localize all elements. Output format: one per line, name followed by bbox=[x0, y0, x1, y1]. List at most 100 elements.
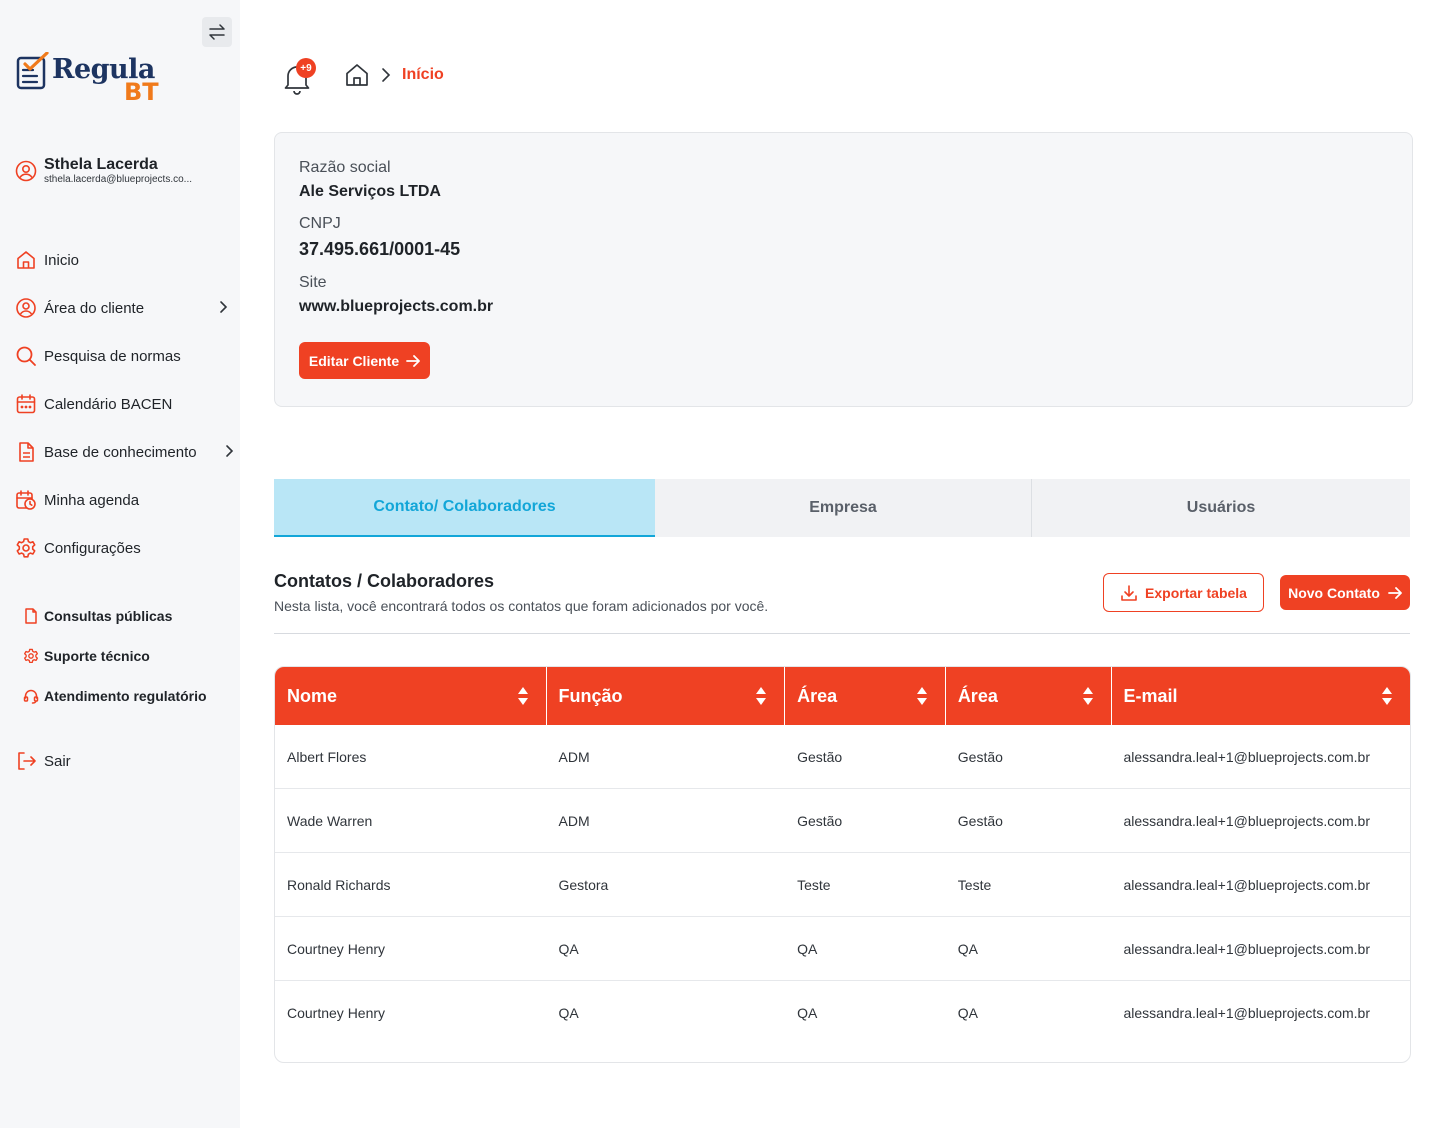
home-icon[interactable] bbox=[344, 62, 370, 88]
link-suporte-tecnico[interactable]: Suporte técnico bbox=[23, 636, 207, 676]
new-contact-button[interactable]: Novo Contato bbox=[1280, 575, 1410, 610]
cell-area-2: QA bbox=[957, 1005, 979, 1021]
cell-funcao: ADM bbox=[558, 812, 590, 829]
table-row[interactable]: Albert Flores ADM Gestão Gestão alessand… bbox=[275, 725, 1410, 789]
razao-social-value: Ale Serviços LTDA bbox=[299, 183, 441, 200]
cell-nome: Wade Warren bbox=[287, 812, 373, 829]
link-label: Suporte técnico bbox=[44, 648, 150, 664]
sort-icon bbox=[1382, 687, 1392, 705]
chevron-right-icon bbox=[226, 445, 234, 457]
section-subtitle: Nesta lista, você encontrará todos os co… bbox=[274, 598, 769, 614]
breadcrumb-current: Início bbox=[402, 66, 444, 83]
cell-nome: Courtney Henry bbox=[287, 940, 386, 957]
site-label: Site bbox=[299, 274, 327, 291]
document-icon bbox=[15, 441, 37, 463]
column-label: E-mail bbox=[1123, 685, 1178, 706]
brand-logo[interactable]: Regula BT bbox=[16, 50, 166, 106]
arrow-right-icon bbox=[406, 354, 421, 367]
link-atendimento-regulatorio[interactable]: Atendimento regulatório bbox=[23, 676, 207, 716]
edit-client-button[interactable]: Editar Cliente bbox=[299, 342, 430, 379]
arrow-right-icon bbox=[1387, 586, 1402, 599]
gear-icon bbox=[15, 537, 37, 559]
cell-area-2: Gestão bbox=[957, 812, 1003, 829]
user-email: sthela.lacerda@blueprojects.co... bbox=[44, 174, 193, 185]
link-label: Atendimento regulatório bbox=[44, 688, 207, 704]
tab-usuarios[interactable]: Usuários bbox=[1032, 479, 1410, 537]
tab-contatos[interactable]: Contato/ Colaboradores bbox=[274, 479, 655, 537]
logout-icon bbox=[15, 750, 37, 772]
sort-icon bbox=[1082, 687, 1093, 705]
cell-area: QA bbox=[797, 1005, 818, 1021]
chevron-right-icon bbox=[382, 68, 391, 82]
cell-nome: Courtney Henry bbox=[287, 1005, 386, 1021]
sidebar-item-base-conhecimento[interactable]: Base de conhecimento bbox=[15, 428, 234, 476]
tab-empresa[interactable]: Empresa bbox=[655, 479, 1032, 537]
sidebar-item-minha-agenda[interactable]: Minha agenda bbox=[15, 476, 230, 524]
column-header-area-2[interactable]: Área bbox=[946, 667, 1112, 725]
sort-icon bbox=[916, 687, 927, 705]
new-contact-label: Novo Contato bbox=[1288, 584, 1380, 601]
notifications-button[interactable]: +9 bbox=[282, 58, 316, 95]
calendar-icon bbox=[15, 393, 37, 415]
search-icon bbox=[15, 345, 37, 367]
swap-arrows-icon bbox=[209, 24, 225, 40]
sidebar-item-pesquisa[interactable]: Pesquisa de normas bbox=[15, 332, 230, 380]
tab-bar: Contato/ Colaboradores Empresa Usuários bbox=[274, 479, 1410, 537]
sidebar-item-inicio[interactable]: Inicio bbox=[15, 236, 230, 284]
cell-area-2: QA bbox=[957, 940, 979, 957]
cell-email: alessandra.leal+1@blueprojects.com.br bbox=[1123, 876, 1370, 893]
user-circle-icon bbox=[15, 160, 37, 182]
link-consultas-publicas[interactable]: Consultas públicas bbox=[23, 596, 207, 636]
logout-button[interactable]: Sair bbox=[15, 748, 71, 774]
user-circle-icon bbox=[15, 297, 37, 319]
sidebar-toggle-button[interactable] bbox=[202, 17, 232, 47]
sidebar: Regula BT Sthela Lacerda sthela.lacerda@… bbox=[0, 0, 240, 1128]
user-profile[interactable]: Sthela Lacerda sthela.lacerda@blueprojec… bbox=[15, 156, 192, 186]
column-header-area[interactable]: Área bbox=[785, 667, 946, 725]
sidebar-item-configuracoes[interactable]: Configurações bbox=[15, 524, 230, 572]
section-title: Contatos / Colaboradores bbox=[274, 571, 495, 591]
sort-icon bbox=[517, 687, 528, 705]
gear-icon bbox=[23, 648, 39, 664]
sort-icon bbox=[756, 687, 767, 705]
cell-area: Gestão bbox=[797, 748, 843, 765]
table-row[interactable]: Courtney Henry QA QA QA alessandra.leal+… bbox=[275, 917, 1410, 981]
sidebar-item-label: Base de conhecimento bbox=[44, 443, 197, 461]
column-header-funcao[interactable]: Função bbox=[547, 667, 786, 725]
cell-area-2: Gestão bbox=[957, 748, 1003, 765]
column-label: Função bbox=[558, 685, 623, 706]
sidebar-item-calendario[interactable]: Calendário BACEN bbox=[15, 380, 230, 428]
download-icon bbox=[1121, 584, 1137, 601]
breadcrumb: Início bbox=[344, 62, 444, 88]
calendar-clock-icon bbox=[15, 489, 37, 511]
sidebar-item-label: Minha agenda bbox=[44, 491, 140, 509]
table-row[interactable]: Courtney Henry QA QA QA alessandra.leal+… bbox=[275, 981, 1410, 1045]
cell-nome: Albert Flores bbox=[287, 748, 367, 765]
cell-email: alessandra.leal+1@blueprojects.com.br bbox=[1123, 812, 1370, 829]
cell-email: alessandra.leal+1@blueprojects.com.br bbox=[1123, 940, 1370, 957]
cnpj-label: CNPJ bbox=[299, 215, 341, 232]
column-header-email[interactable]: E-mail bbox=[1112, 667, 1410, 725]
sidebar-item-label: Calendário BACEN bbox=[44, 395, 173, 413]
brand-name: Regula bbox=[52, 54, 155, 85]
table-row[interactable]: Ronald Richards Gestora Teste Teste ales… bbox=[275, 853, 1410, 917]
cnpj-value: 37.495.661/0001-45 bbox=[299, 239, 461, 259]
cell-nome: Ronald Richards bbox=[287, 876, 391, 893]
sidebar-item-label: Configurações bbox=[44, 539, 141, 557]
sidebar-item-label: Inicio bbox=[44, 251, 80, 269]
table-header: Nome Função Área Área E-mail bbox=[275, 667, 1410, 725]
section-divider bbox=[274, 633, 1410, 634]
contacts-table: Nome Função Área Área E-mail Albert Flor… bbox=[274, 666, 1411, 1063]
cell-area: Teste bbox=[797, 876, 831, 893]
cell-funcao: QA bbox=[558, 1005, 579, 1021]
sidebar-item-label: Área do cliente bbox=[44, 299, 145, 317]
sidebar-item-area-cliente[interactable]: Área do cliente bbox=[15, 284, 230, 332]
table-row[interactable]: Wade Warren ADM Gestão Gestão alessandra… bbox=[275, 789, 1410, 853]
cell-funcao: ADM bbox=[558, 748, 590, 765]
column-label: Área bbox=[957, 685, 998, 706]
home-icon bbox=[15, 249, 37, 271]
export-table-button[interactable]: Exportar tabela bbox=[1103, 573, 1264, 612]
column-label: Área bbox=[797, 685, 838, 706]
column-header-nome[interactable]: Nome bbox=[275, 667, 547, 725]
